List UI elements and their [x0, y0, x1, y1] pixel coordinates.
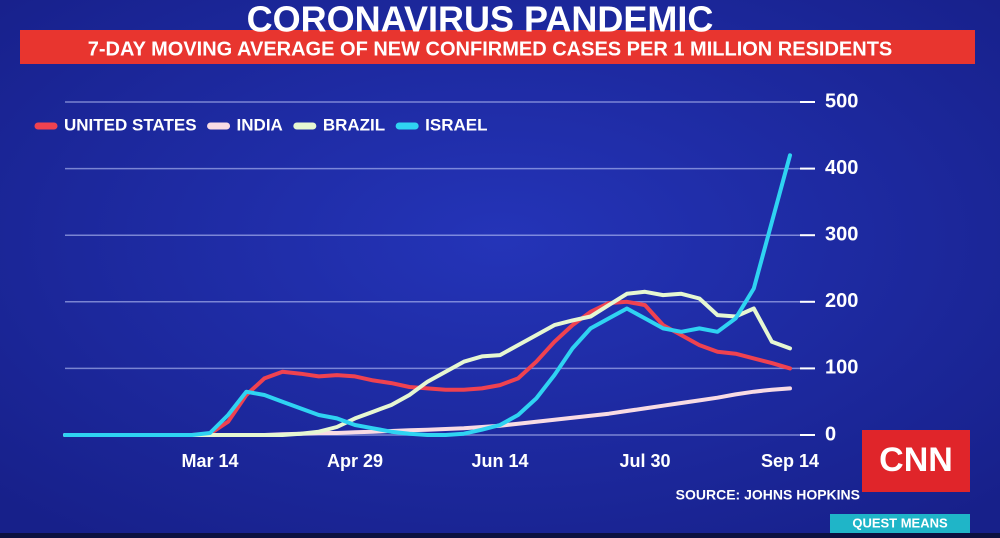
- y-tick-label: 500: [825, 90, 858, 112]
- y-tick-label: 200: [825, 290, 858, 312]
- ticker: QUEST MEANS: [852, 515, 948, 530]
- y-tick-label: 300: [825, 223, 858, 245]
- legend-label: ISRAEL: [425, 115, 487, 134]
- y-tick-label: 400: [825, 157, 858, 179]
- y-tick-label: 100: [825, 357, 858, 379]
- subtitle-bar: [20, 30, 975, 64]
- x-tick-label: Apr 29: [327, 451, 383, 471]
- chart-subtitle: 7-DAY MOVING AVERAGE OF NEW CONFIRMED CA…: [88, 38, 893, 60]
- logo: CNN: [879, 441, 953, 479]
- y-tick-label: 0: [825, 423, 836, 445]
- series-line: [63, 153, 792, 437]
- legend-label: UNITED STATES: [64, 115, 197, 134]
- chart-title: CORONAVIRUS PANDEMIC: [247, 0, 714, 40]
- plot: 0 100 200 300 400 500 Mar 14 Apr 29 Jun 14 Jul 30…: [34, 90, 858, 471]
- logo-box: [862, 430, 970, 492]
- x-tick-label: Sep 14: [761, 451, 819, 471]
- x-tick-label: Jul 30: [619, 451, 670, 471]
- x-tick-label: Mar 14: [181, 451, 238, 471]
- source: SOURCE: JOHNS HOPKINS: [676, 487, 860, 503]
- x-tick-label: Jun 14: [471, 451, 528, 471]
- ticker-bar: [830, 514, 970, 533]
- legend-label: BRAZIL: [323, 115, 385, 134]
- legend-label: INDIA: [237, 115, 283, 134]
